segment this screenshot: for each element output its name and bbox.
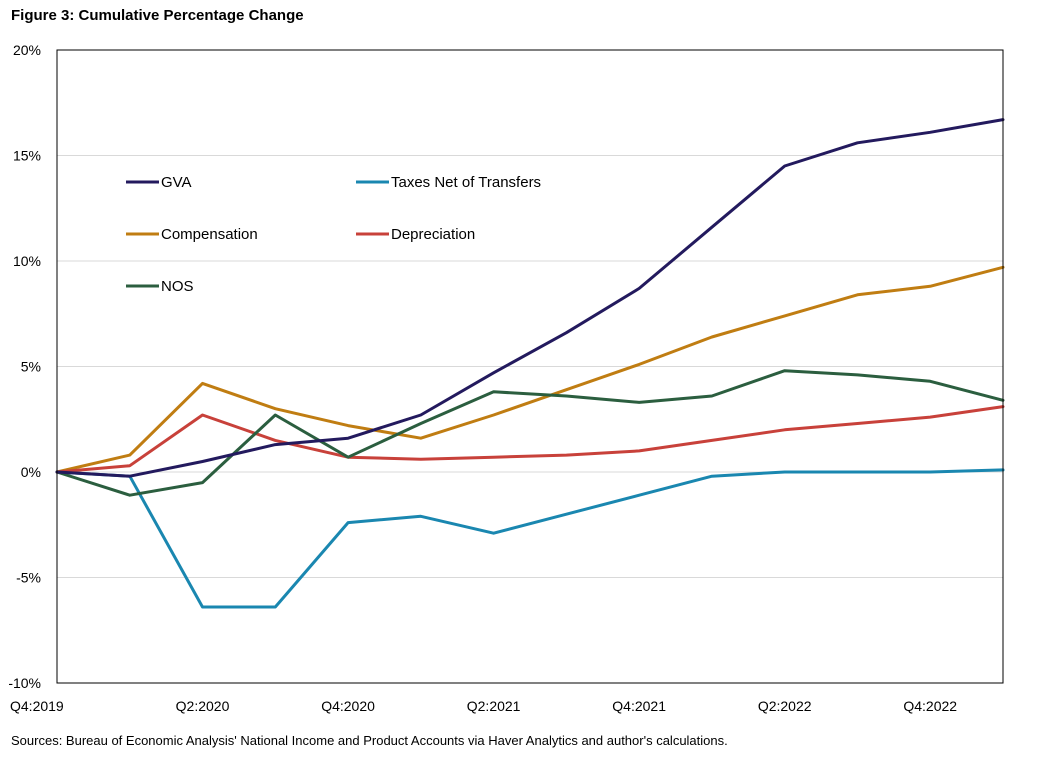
x-tick-label: Q4:2019 <box>10 698 64 714</box>
source-note: Sources: Bureau of Economic Analysis' Na… <box>11 733 728 748</box>
y-axis-ticks: -10% -5% 0% 5% 10% 15% 20% <box>8 42 41 691</box>
x-tick-label: Q2:2022 <box>758 698 812 714</box>
y-tick-label: 5% <box>21 359 41 375</box>
y-tick-label: -5% <box>16 570 41 586</box>
gridlines <box>57 155 1003 578</box>
y-tick-label: 15% <box>13 148 41 164</box>
legend-label-gva: GVA <box>161 174 192 191</box>
legend-label-depreciation: Depreciation <box>391 226 475 243</box>
series-line-depreciation <box>55 405 1005 474</box>
legend-label-compensation: Compensation <box>161 226 258 243</box>
y-tick-label: -10% <box>8 675 41 691</box>
legend-label-nos: NOS <box>161 278 194 295</box>
legend-label-taxes-net-of-transfers: Taxes Net of Transfers <box>391 174 541 191</box>
y-tick-label: 0% <box>21 464 41 480</box>
series-line-compensation <box>55 265 1005 474</box>
x-tick-label: Q4:2022 <box>903 698 957 714</box>
figure-title: Figure 3: Cumulative Percentage Change <box>11 7 304 24</box>
series-line-gva <box>55 118 1005 478</box>
legend: GVA Taxes Net of Transfers Compensation Dep… <box>126 174 541 295</box>
plot-frame <box>56 49 1004 684</box>
x-tick-label: Q4:2020 <box>321 698 375 714</box>
y-tick-label: 10% <box>13 253 41 269</box>
x-tick-label: Q4:2021 <box>612 698 666 714</box>
y-tick-label: 20% <box>13 42 41 58</box>
series-line-taxes-net-of-transfers <box>55 468 1005 609</box>
x-tick-label: Q2:2021 <box>467 698 521 714</box>
x-tick-label: Q2:2020 <box>176 698 230 714</box>
series-lines <box>55 118 1005 609</box>
series-line-nos <box>55 369 1005 497</box>
x-axis-ticks: Q4:2019 Q2:2020 Q4:2020 Q2:2021 Q4:2021 Q2:20… <box>10 698 957 714</box>
